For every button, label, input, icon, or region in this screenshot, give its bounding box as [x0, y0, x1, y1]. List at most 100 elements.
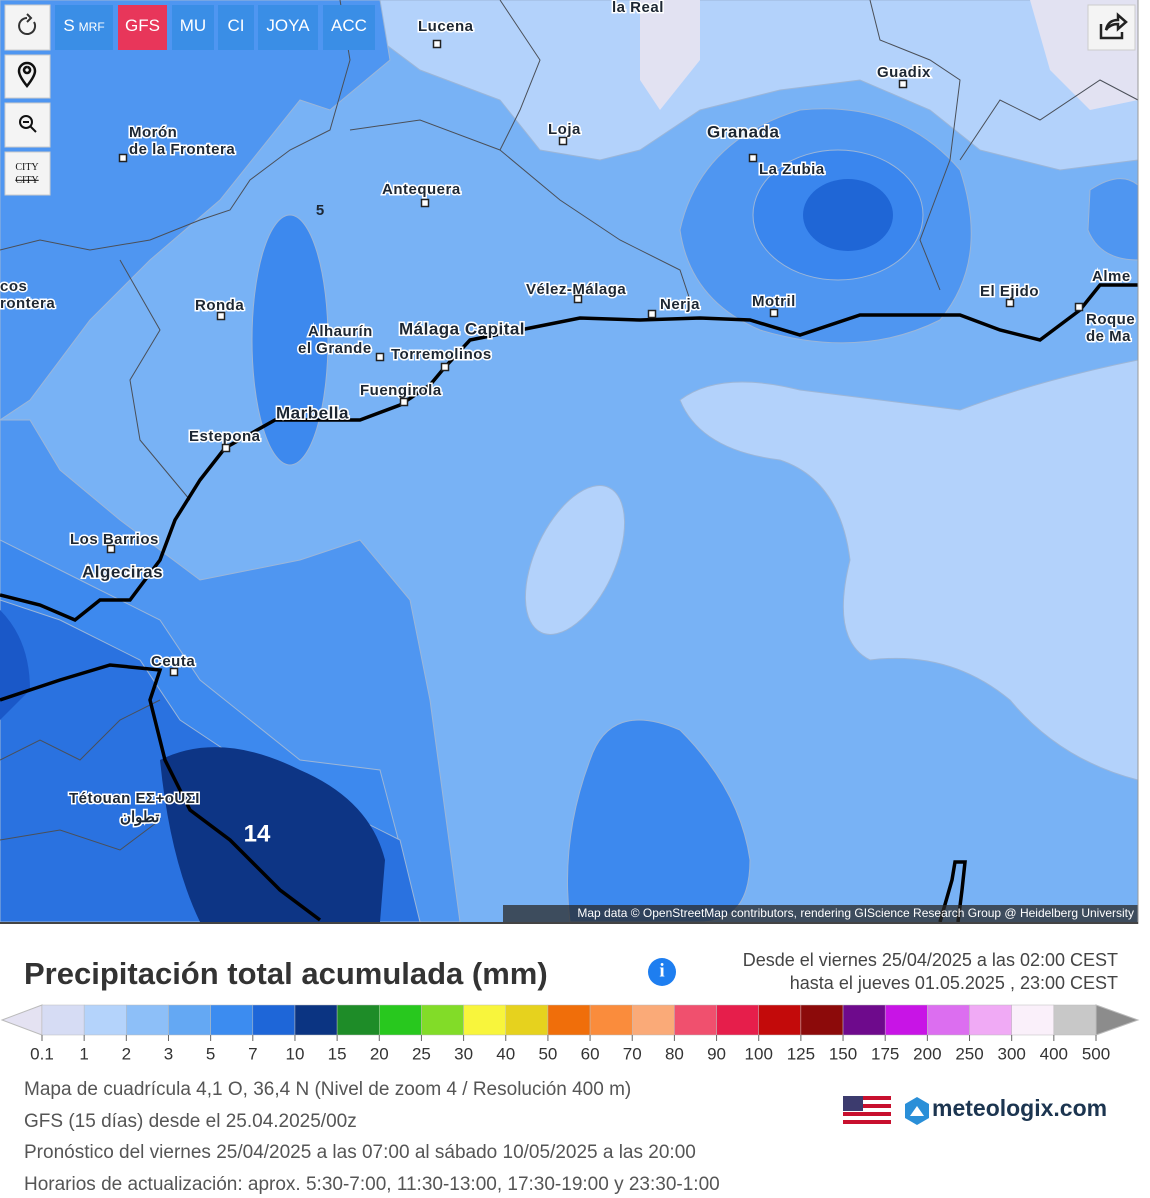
place-label: Guadix — [877, 64, 931, 81]
place-marker — [647, 309, 657, 319]
place-label: Alhaurín — [308, 323, 373, 340]
place-label: la Real — [612, 0, 664, 16]
legend-swatch — [1011, 1004, 1055, 1036]
place-label: Los Barrios — [70, 531, 159, 548]
legend-swatch — [800, 1004, 844, 1036]
model-button-label: S MRF — [63, 16, 104, 35]
legend-label: 100 — [745, 1044, 773, 1063]
place-marker — [169, 667, 179, 677]
place-marker — [118, 153, 128, 163]
date-to: hasta el jueves 01.05.2025 , 23:00 CEST — [790, 973, 1118, 993]
footer: Mapa de cuadrícula 4,1 O, 36,4 N (Nivel … — [24, 1079, 720, 1195]
place-marker — [375, 352, 385, 362]
place-marker — [898, 79, 908, 89]
city-label: CITY — [15, 162, 38, 173]
place-marker — [216, 311, 226, 321]
place-label: Ceuta — [151, 653, 195, 670]
location-button[interactable] — [4, 54, 51, 99]
place-label: Morón — [129, 124, 177, 141]
share-button[interactable] — [1087, 4, 1136, 51]
legend-swatch — [294, 1004, 338, 1036]
footer-line: GFS (15 días) desde el 25.04.2025/00z — [24, 1111, 357, 1132]
info-button[interactable] — [648, 958, 676, 986]
model-button-label: ACC — [331, 16, 367, 35]
place-label: Málaga Capital — [399, 319, 525, 338]
legend-swatch — [168, 1004, 211, 1036]
place-label: Estepona — [189, 428, 261, 445]
legend-label: 2 — [122, 1044, 131, 1063]
place-marker — [399, 397, 409, 407]
legend-swatch — [336, 1004, 380, 1036]
place-marker — [769, 308, 779, 318]
model-label: CI — [228, 16, 245, 35]
place-label: Loja — [548, 121, 581, 138]
model-button[interactable] — [258, 5, 318, 50]
model-button[interactable] — [172, 5, 214, 50]
legend-label: 25 — [412, 1044, 431, 1063]
legend-label: 30 — [454, 1044, 473, 1063]
legend-label: 80 — [665, 1044, 684, 1063]
brand: meteologix.com — [932, 1095, 1107, 1121]
map: la Real Lucena Guadix Loja Granada La Zubia Mo… — [0, 0, 1138, 922]
place-label: Ronda — [195, 297, 244, 314]
place-marker — [440, 362, 450, 372]
place-label: cos — [0, 278, 27, 295]
place-label: Antequera — [382, 181, 461, 198]
legend-label: 7 — [248, 1044, 257, 1063]
legend-label: 70 — [623, 1044, 642, 1063]
legend-label: 60 — [581, 1044, 600, 1063]
date-from: Desde el viernes 25/04/2025 a las 02:00 … — [743, 950, 1118, 970]
place-label: Fuengirola — [360, 382, 442, 399]
model-label: MU — [180, 16, 206, 35]
legend-swatch — [210, 1004, 254, 1036]
model-button[interactable] — [218, 5, 254, 50]
legend-swatch — [463, 1004, 507, 1036]
zoom-button[interactable] — [4, 102, 51, 148]
legend-swatch — [547, 1004, 591, 1036]
place-marker — [432, 39, 442, 49]
place-marker — [573, 294, 583, 304]
legend-label: 175 — [871, 1044, 899, 1063]
legend-swatch — [379, 1004, 422, 1036]
legend-label: 200 — [913, 1044, 941, 1063]
model-label: JOYA — [266, 16, 310, 35]
model-button[interactable] — [118, 5, 167, 50]
legend: 0.1 1 2 3 5 7 10 15 20 25 30 40 50 60 70 80 90 100 125 150 1… — [0, 1004, 1140, 1063]
legend-label: 500 — [1082, 1044, 1110, 1063]
legend-swatch — [505, 1004, 549, 1036]
attribution: Map data © OpenStreetMap contributors, r… — [577, 906, 1134, 920]
legend-swatch — [41, 1004, 85, 1036]
legend-label: 1 — [79, 1044, 88, 1063]
model-label: GFS — [125, 16, 160, 35]
legend-swatch — [589, 1004, 633, 1036]
place-label: Granada — [707, 122, 780, 141]
legend-label: 250 — [955, 1044, 983, 1063]
city-label-struck: CITY — [15, 175, 38, 186]
place-label: rontera — [0, 295, 55, 312]
legend-swatch — [969, 1004, 1012, 1036]
info-icon: i — [659, 960, 664, 981]
location-icon — [17, 61, 37, 89]
model-button[interactable] — [55, 5, 113, 50]
toolbar: CITY CITY S MRF GFS MU CI JOYA ACC — [4, 4, 1136, 196]
legend-label: 90 — [707, 1044, 726, 1063]
legend-label: 0.1 — [30, 1044, 54, 1063]
legend-label: 5 — [206, 1044, 215, 1063]
reload-button[interactable] — [4, 4, 51, 51]
place-marker — [420, 198, 430, 208]
place-label: Algeciras — [82, 562, 163, 581]
us-flag[interactable] — [843, 1096, 891, 1124]
legend-swatch — [674, 1004, 717, 1036]
model-button[interactable] — [323, 5, 375, 50]
place-label: Motril — [752, 293, 796, 310]
place-marker — [221, 443, 231, 453]
legend-swatch — [842, 1004, 886, 1036]
legend-over — [1095, 1004, 1140, 1036]
city-button[interactable] — [4, 151, 51, 196]
legend-swatch — [83, 1004, 127, 1036]
place-label: Vélez-Málaga — [526, 281, 626, 298]
place-marker — [1005, 298, 1015, 308]
place-marker — [558, 136, 568, 146]
